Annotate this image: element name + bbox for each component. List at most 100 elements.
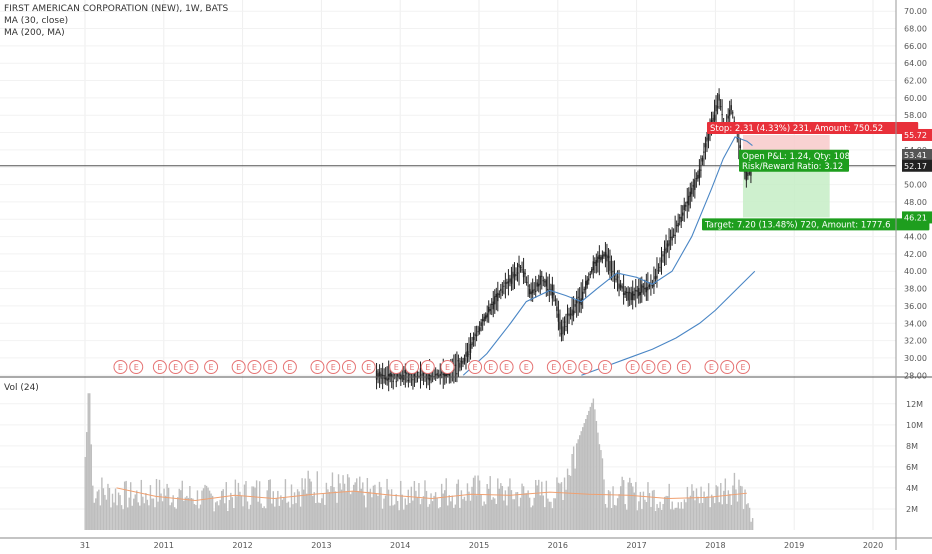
earnings-marker[interactable]: E <box>499 360 514 374</box>
price-candle-body <box>585 281 587 290</box>
volume-bar <box>231 497 234 530</box>
volume-bar <box>613 504 616 530</box>
volume-bar <box>703 491 705 530</box>
volume-bar <box>639 491 642 530</box>
earnings-marker[interactable]: E <box>562 360 577 374</box>
target-price-badge[interactable]: 46.21 <box>902 211 932 224</box>
earnings-marker-circle <box>129 360 144 374</box>
price-candle-body <box>638 287 640 297</box>
earnings-marker[interactable]: E <box>361 360 376 374</box>
volume-bar <box>739 485 742 530</box>
earnings-marker[interactable]: E <box>405 360 420 374</box>
earnings-marker[interactable]: E <box>720 360 735 374</box>
target-zone[interactable] <box>742 165 830 218</box>
earnings-marker[interactable]: E <box>440 360 455 374</box>
earnings-marker-label: E <box>209 363 214 372</box>
stop-price-badge[interactable]: 55.72 <box>902 128 932 141</box>
volume-bar <box>633 492 636 530</box>
indicator-ma200-label[interactable]: MA (200, MA) <box>4 28 65 38</box>
volume-bar <box>120 505 123 530</box>
earnings-marker[interactable]: E <box>625 360 640 374</box>
price-candle-body <box>460 360 463 363</box>
earnings-marker[interactable]: E <box>641 360 656 374</box>
volume-bar <box>186 495 188 530</box>
earnings-marker[interactable]: E <box>184 360 199 374</box>
volume-bar <box>219 499 221 530</box>
earnings-marker[interactable]: E <box>152 360 167 374</box>
price-candle-body <box>609 261 611 271</box>
volume-bar <box>644 499 646 530</box>
ma200-line[interactable] <box>581 270 756 376</box>
volume-bar <box>102 488 105 530</box>
volume-bar <box>447 505 449 530</box>
earnings-marker[interactable]: E <box>578 360 593 374</box>
current-price-badge[interactable]: 52.17 <box>902 159 932 172</box>
last-close-badge[interactable]: 53.41 <box>902 149 932 162</box>
volume-bar <box>89 393 91 530</box>
price-candle-body <box>413 371 416 378</box>
price-candle-body <box>474 333 476 337</box>
earnings-marker[interactable]: E <box>389 360 404 374</box>
volume-bar <box>444 490 446 530</box>
volume-bar <box>166 483 168 530</box>
price-candle-body <box>706 137 708 142</box>
earnings-marker[interactable]: E <box>704 360 719 374</box>
earnings-marker[interactable]: E <box>168 360 183 374</box>
target-label[interactable]: Target: 7.20 (13.48%) 720, Amount: 1777.… <box>702 218 930 231</box>
earnings-marker[interactable]: E <box>263 360 278 374</box>
volume-bar <box>190 498 193 530</box>
volume-bar <box>266 490 268 530</box>
earnings-marker[interactable]: E <box>546 360 561 374</box>
price-candle-body <box>544 281 546 283</box>
price-candle-body <box>465 352 467 357</box>
earnings-marker[interactable]: E <box>341 360 356 374</box>
stop-label[interactable]: Stop: 2.31 (4.33%) 231, Amount: 750.52 <box>707 121 919 134</box>
volume-bar <box>726 503 728 530</box>
volume-bar <box>139 505 141 530</box>
earnings-marker[interactable]: E <box>519 360 534 374</box>
volume-bar <box>105 499 108 530</box>
earnings-marker[interactable]: E <box>468 360 483 374</box>
target-price-badge-bg <box>902 211 932 224</box>
price-candle-body <box>739 145 742 149</box>
volume-bar <box>530 507 532 530</box>
price-tick-label: 62.00 <box>904 77 927 86</box>
volume-bar <box>265 508 267 530</box>
earnings-marker[interactable]: E <box>483 360 498 374</box>
indicator-ma30-label[interactable]: MA (30, close) <box>4 16 69 26</box>
volume-panel-label[interactable]: Vol (24) <box>4 383 39 393</box>
earnings-marker[interactable]: E <box>420 360 435 374</box>
volume-bar <box>469 500 472 530</box>
earnings-marker[interactable]: E <box>129 360 144 374</box>
earnings-marker[interactable]: E <box>113 360 128 374</box>
volume-bar <box>327 489 329 530</box>
ma30-line[interactable] <box>462 136 753 376</box>
position-labels: Stop: 2.31 (4.33%) 231, Amount: 750.52 Ta… <box>702 121 930 231</box>
volume-bar <box>336 502 338 530</box>
price-candle-body <box>422 371 425 375</box>
price-candle-body <box>553 292 555 296</box>
earnings-marker-label: E <box>394 363 399 372</box>
earnings-marker[interactable]: E <box>247 360 262 374</box>
earnings-marker[interactable]: E <box>598 360 613 374</box>
earnings-marker[interactable]: E <box>310 360 325 374</box>
price-candle-body <box>510 278 513 284</box>
volume-bar <box>674 507 676 530</box>
earnings-marker[interactable]: E <box>657 360 672 374</box>
volume-bar <box>375 493 378 530</box>
earnings-marker[interactable]: E <box>231 360 246 374</box>
volume-bar <box>531 505 534 530</box>
time-tick-label: 2017 <box>626 541 646 550</box>
price-candle-body <box>716 106 719 108</box>
price-candle-body <box>478 327 481 332</box>
price-candle-body <box>675 224 678 226</box>
price-candle-body <box>685 205 687 207</box>
earnings-marker[interactable]: E <box>326 360 341 374</box>
earnings-marker[interactable]: E <box>735 360 750 374</box>
volume-bar <box>154 507 156 530</box>
earnings-marker[interactable]: E <box>204 360 219 374</box>
earnings-marker[interactable]: E <box>676 360 691 374</box>
earnings-marker[interactable]: E <box>282 360 297 374</box>
